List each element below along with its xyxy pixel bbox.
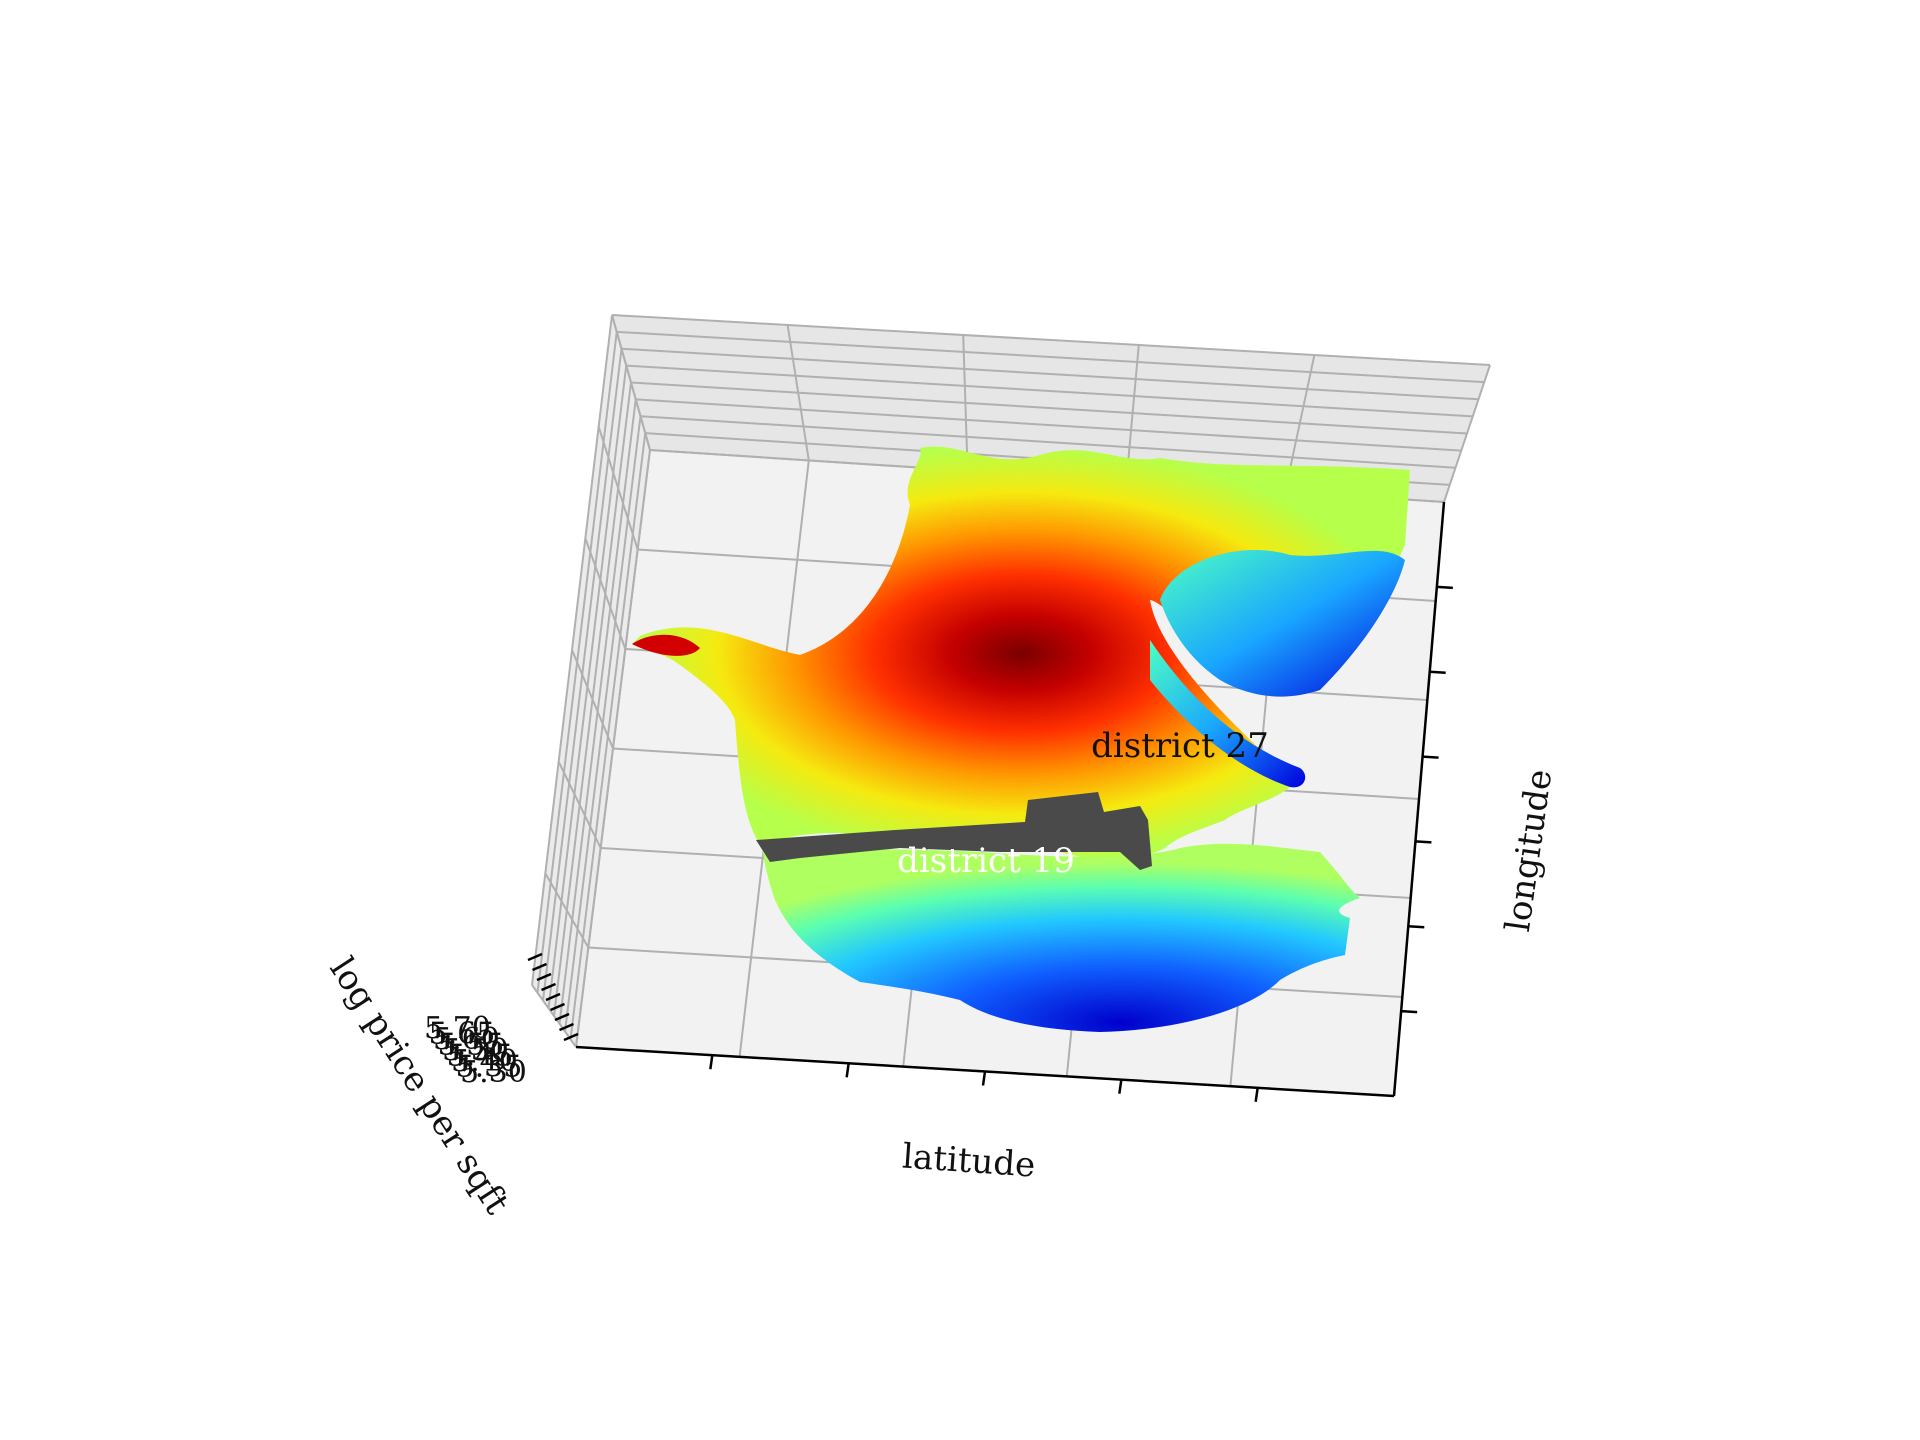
y-tick — [1429, 670, 1446, 674]
z-tick-label: 5.70 — [424, 1011, 491, 1046]
z-tick — [536, 972, 552, 982]
wall-gridline — [626, 364, 1473, 418]
z-tick — [563, 1032, 579, 1042]
x-tick — [981, 1071, 987, 1086]
wall-gridline — [1443, 364, 1491, 503]
surface-west-tip — [632, 634, 700, 656]
z-tick-label: 5.55 — [438, 1028, 505, 1063]
z-tick-label: 5.45 — [447, 1039, 514, 1074]
wall-gridline — [544, 872, 590, 949]
wall-gridline — [597, 426, 639, 550]
y-axis-label: longitude — [1498, 767, 1560, 934]
z-tick — [541, 982, 556, 992]
y-tick — [1422, 755, 1439, 759]
wall-gridline — [584, 537, 627, 650]
wall-gridline — [571, 649, 614, 749]
x-tick — [1118, 1079, 1123, 1094]
wall-gridline — [616, 330, 1485, 384]
z-tick — [559, 1022, 574, 1032]
z-tick-labels: 5.705.655.605.555.505.455.405.355.30 — [424, 1011, 527, 1090]
wall-gridline — [635, 398, 1462, 452]
wall-gridline — [962, 334, 969, 471]
z-tick-label: 5.35 — [456, 1050, 523, 1085]
y-axis-line — [1392, 501, 1446, 1097]
axes — [527, 501, 1453, 1103]
surface-inlet-arm — [1150, 640, 1306, 788]
z-tick — [554, 1012, 570, 1022]
y-tick — [1408, 925, 1425, 929]
x-tick — [709, 1054, 714, 1070]
wall-gridline — [630, 381, 1468, 435]
x-axis-label: latitude — [901, 1136, 1037, 1185]
z-tick — [532, 962, 547, 972]
wall-gridline — [557, 761, 602, 849]
wall-gridline — [640, 415, 1456, 469]
wall-gridline — [611, 314, 1491, 366]
y-tick — [1436, 585, 1453, 590]
z-tick — [545, 992, 561, 1002]
z-tick — [527, 952, 543, 962]
x-tick — [1254, 1087, 1259, 1103]
wall-gridline — [611, 314, 651, 451]
wall-gridline — [786, 324, 810, 461]
y-tick — [1415, 840, 1432, 844]
surface-south-landmass — [762, 843, 1360, 1032]
x-tick — [845, 1063, 850, 1078]
surface-plot — [632, 446, 1410, 1032]
annotation-district-19: district 19 — [897, 841, 1075, 881]
y-tick — [1401, 1009, 1418, 1014]
district-boundary-wall — [756, 792, 1152, 870]
z-tick — [550, 1002, 565, 1012]
surface-northeast-lobe — [1160, 550, 1405, 697]
annotation-district-27: district 27 — [1091, 726, 1269, 766]
z-tick-label: 5.60 — [433, 1022, 500, 1057]
surface-north-landmass — [632, 446, 1410, 861]
z-tick-label: 5.65 — [429, 1017, 496, 1052]
z-tick-label: 5.30 — [460, 1055, 527, 1090]
z-tick-label: 5.50 — [442, 1033, 509, 1068]
z-tick-label: 5.40 — [451, 1044, 518, 1079]
wall-gridline — [621, 347, 1479, 401]
